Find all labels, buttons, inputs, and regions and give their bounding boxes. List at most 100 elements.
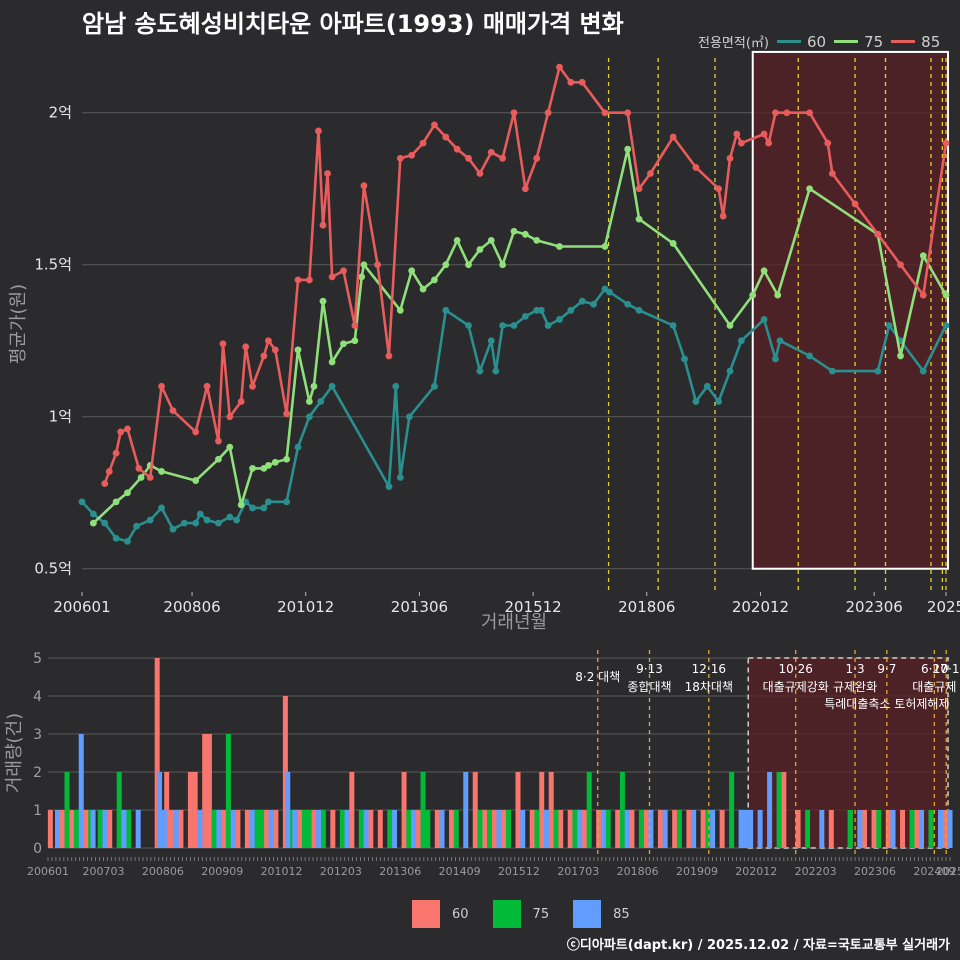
data-point-75 [124, 489, 131, 497]
data-point-75 [358, 273, 366, 281]
bar-75 [301, 810, 307, 848]
data-point-75 [419, 285, 427, 293]
data-point-75 [510, 227, 518, 235]
data-point-60 [78, 498, 86, 506]
data-point-60 [703, 382, 711, 390]
bar-85 [738, 810, 744, 848]
data-point-60 [624, 300, 632, 308]
data-point-60 [465, 322, 472, 329]
data-point-85 [324, 170, 331, 177]
data-point-85 [897, 261, 904, 269]
data-point-60 [215, 519, 222, 527]
data-point-60 [556, 316, 563, 323]
data-point-85 [851, 200, 859, 208]
data-point-75 [806, 185, 813, 193]
bar-60 [168, 810, 174, 848]
data-point-85 [351, 322, 359, 329]
data-point-75 [137, 474, 145, 481]
series-line-85 [103, 65, 948, 485]
bar-75 [534, 810, 540, 848]
bar-85 [938, 810, 944, 848]
data-point-85 [237, 398, 245, 405]
bar-85 [78, 734, 84, 848]
legend-label-60: 60 [806, 32, 827, 51]
bar-75 [126, 810, 132, 848]
x-tick-label-5: 201806 [618, 598, 675, 616]
data-point-60 [89, 510, 97, 518]
data-point-85 [374, 261, 381, 269]
legend-item-75: 75 [834, 33, 883, 51]
bar-60 [900, 810, 906, 848]
bar-75 [73, 810, 79, 848]
data-point-85 [408, 151, 416, 159]
data-point-60 [510, 322, 518, 329]
data-point-85 [601, 109, 609, 117]
highlight-region [751, 50, 949, 570]
bar-85 [268, 810, 274, 848]
data-point-85 [692, 164, 700, 171]
legend-line-85 [891, 40, 916, 43]
data-point-75 [533, 237, 541, 244]
x-tick-label-6: 202012 [732, 598, 789, 616]
data-point-85 [465, 154, 472, 162]
bar-85 [463, 772, 469, 848]
y-tick-label-2: 1.5억 [34, 256, 72, 274]
data-point-60 [112, 534, 120, 542]
bar-60 [629, 810, 635, 848]
data-point-85 [226, 413, 234, 421]
bar-x-tick-label-2: 200806 [142, 865, 184, 878]
data-point-85 [442, 133, 450, 141]
bar-75 [909, 810, 915, 848]
bar-75 [259, 810, 265, 848]
data-point-60 [737, 337, 745, 345]
data-point-60 [385, 483, 393, 491]
bar-60 [482, 810, 488, 848]
bar-x-tick-label-5: 201203 [320, 865, 362, 878]
data-point-85 [271, 346, 279, 354]
data-point-85 [117, 428, 125, 436]
data-point-75 [624, 145, 632, 153]
data-point-75 [249, 465, 256, 472]
data-point-60 [124, 537, 131, 545]
bar-60 [596, 810, 602, 848]
bar-85 [249, 810, 255, 848]
bar-75 [116, 772, 122, 848]
bar-60 [567, 810, 573, 848]
bar-85 [543, 810, 549, 848]
bar-75 [320, 810, 326, 848]
data-point-60 [772, 355, 779, 363]
bar-60 [828, 810, 834, 848]
policy-date-3: 10·26 [779, 662, 813, 676]
bar-75 [776, 772, 782, 848]
bar-75 [387, 810, 393, 848]
data-point-85 [806, 109, 813, 117]
bar-60 [311, 810, 317, 848]
bar-75 [605, 810, 611, 848]
legend-bottom-label-60: 60 [452, 906, 469, 922]
data-point-85 [431, 121, 438, 129]
bar-85 [230, 810, 236, 848]
bar-85 [767, 772, 773, 848]
data-point-60 [578, 297, 586, 305]
legend-top: 전용면적(㎡) 60 75 85 [698, 32, 940, 52]
bar-y-tick-label-0: 0 [33, 841, 42, 857]
policy-label-1: 종합대책 [627, 679, 671, 694]
bar-85 [757, 810, 763, 848]
data-point-85 [942, 139, 950, 147]
data-point-85 [919, 291, 927, 299]
data-point-60 [196, 510, 204, 518]
bar-x-tick-label-12: 202012 [735, 865, 777, 878]
y-tick-label-0: 0.5억 [34, 560, 72, 578]
data-point-85 [340, 267, 347, 275]
data-point-85 [146, 474, 154, 481]
data-point-60 [442, 306, 450, 314]
data-point-60 [521, 313, 529, 320]
bar-75 [553, 810, 559, 848]
legend-bottom: 60 75 85 [412, 900, 630, 928]
bar-75 [254, 810, 260, 848]
data-point-85 [521, 185, 529, 193]
bar-60 [69, 810, 75, 848]
bar-x-tick-label-10: 201806 [617, 865, 659, 878]
policy-date-1: 9·13 [636, 662, 663, 676]
bar-y-tick-label-5: 5 [33, 651, 42, 667]
